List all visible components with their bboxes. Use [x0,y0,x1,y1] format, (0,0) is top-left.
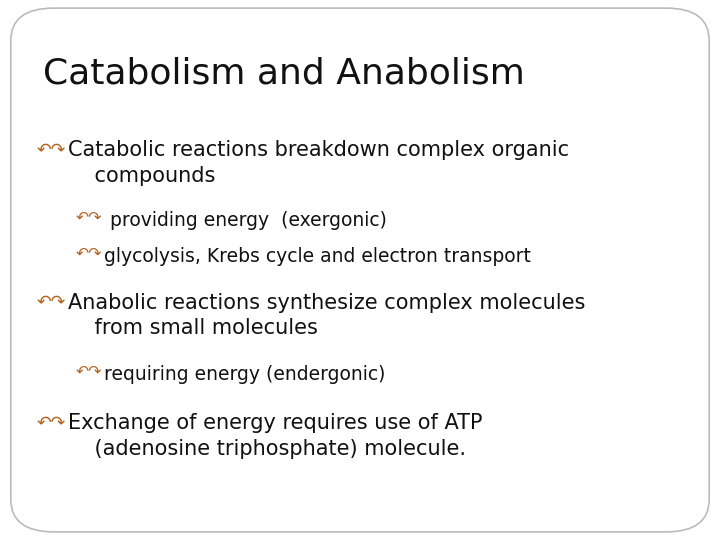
Text: ↶↷: ↶↷ [76,211,102,226]
Text: providing energy  (exergonic): providing energy (exergonic) [104,211,387,229]
Text: Catabolic reactions breakdown complex organic
    compounds: Catabolic reactions breakdown complex or… [68,140,570,186]
FancyBboxPatch shape [11,8,709,532]
Text: ↶↷: ↶↷ [76,364,102,380]
Text: ↶↷: ↶↷ [37,413,66,431]
Text: glycolysis, Krebs cycle and electron transport: glycolysis, Krebs cycle and electron tra… [104,247,531,266]
Text: Anabolic reactions synthesize complex molecules
    from small molecules: Anabolic reactions synthesize complex mo… [68,293,586,338]
Text: Exchange of energy requires use of ATP
    (adenosine triphosphate) molecule.: Exchange of energy requires use of ATP (… [68,413,483,458]
Text: requiring energy (endergonic): requiring energy (endergonic) [104,364,386,383]
Text: Catabolism and Anabolism: Catabolism and Anabolism [43,57,525,91]
Text: ↶↷: ↶↷ [37,293,66,310]
Text: ↶↷: ↶↷ [76,247,102,262]
Text: ↶↷: ↶↷ [37,140,66,158]
